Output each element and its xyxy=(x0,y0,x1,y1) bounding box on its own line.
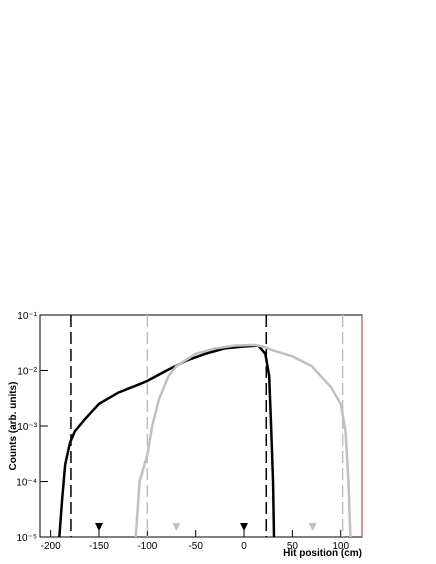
y-tick-label: 10⁻⁴ xyxy=(16,478,37,489)
position-marker xyxy=(172,523,181,531)
x-tick-label: 100 xyxy=(332,541,349,552)
series-line xyxy=(134,343,352,538)
x-tick-label: -50 xyxy=(188,541,203,552)
position-marker xyxy=(94,523,103,531)
x-tick-label: -150 xyxy=(89,541,109,552)
y-tick-label: 10⁻¹ xyxy=(17,311,37,322)
y-tick-label: 10⁻⁵ xyxy=(16,533,37,544)
x-tick-label: 0 xyxy=(241,541,247,552)
position-marker xyxy=(240,523,249,531)
series-line xyxy=(58,344,276,538)
y-tick-label: 10⁻² xyxy=(17,367,37,378)
plot-frame xyxy=(39,314,363,538)
x-tick-label: -200 xyxy=(41,541,61,552)
y-tick-label: 10⁻³ xyxy=(17,422,37,433)
position-marker xyxy=(308,523,317,531)
x-tick-label: -100 xyxy=(137,541,157,552)
x-axis-title: Hit position (cm) xyxy=(283,548,362,559)
y-axis-title: Counts (arb. units) xyxy=(8,382,19,471)
x-tick-label: 50 xyxy=(287,541,299,552)
